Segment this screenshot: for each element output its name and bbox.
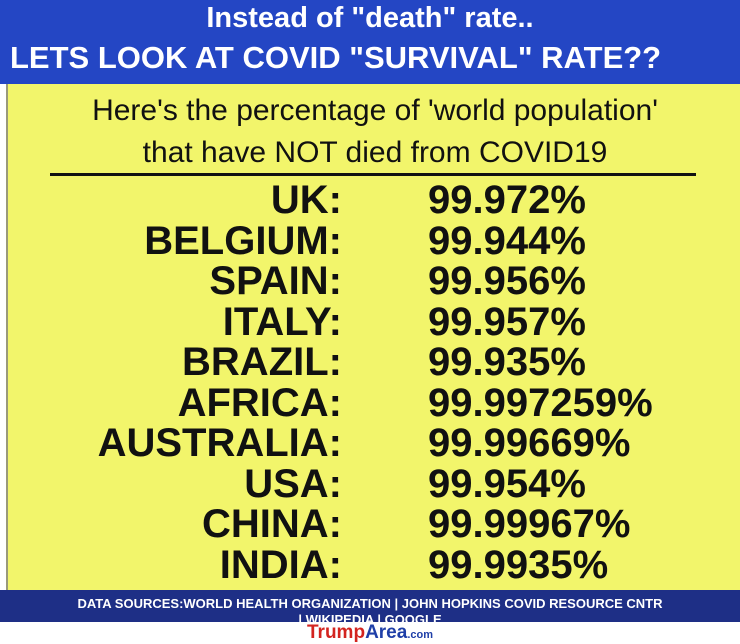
country-label: AFRICA: — [177, 380, 342, 425]
country-label: UK: — [270, 178, 342, 222]
survival-rate: 99.956% — [428, 259, 586, 303]
watermark-part: .com — [407, 629, 433, 641]
country-label: BELGIUM: — [144, 218, 342, 263]
survival-rate: 99.957% — [428, 299, 586, 344]
watermark-part: Area — [365, 622, 408, 643]
watermark-part: Trump — [307, 622, 366, 643]
country-label: ITALY: — [222, 299, 342, 344]
footer-line: DATA SOURCES:WORLD HEALTH ORGANIZATION |… — [77, 596, 663, 611]
country-label: BRAZIL: — [182, 340, 342, 384]
survival-rate: 99.997259% — [428, 380, 653, 425]
subtitle-line: Here's the percentage of 'world populati… — [92, 94, 658, 127]
survival-rate: 99.972% — [428, 178, 586, 222]
footer: DATA SOURCES:WORLD HEALTH ORGANIZATION |… — [0, 590, 740, 622]
survival-rate: 99.935% — [428, 340, 586, 384]
survival-rate: 99.99669% — [428, 421, 631, 465]
header: Instead of "death" rate.. LETS LOOK AT C… — [0, 0, 740, 84]
country-label: USA: — [244, 461, 342, 506]
survival-rate: 99.954% — [428, 461, 586, 506]
footer-line: | WIKIPEDIA | GOOGLE — [298, 612, 442, 622]
panel: Here's the percentage of 'world populati… — [6, 84, 740, 590]
country-label: CHINA: — [202, 502, 342, 546]
underline — [50, 173, 696, 176]
country-label: AUSTRALIA: — [97, 421, 342, 465]
country-label: SPAIN: — [209, 259, 342, 303]
header-line: LETS LOOK AT COVID "SURVIVAL" RATE?? — [10, 40, 662, 75]
country-label: INDIA: — [219, 542, 342, 587]
watermark: TrumpArea.com — [0, 622, 740, 644]
header-line: Instead of "death" rate.. — [206, 2, 534, 34]
survival-rate: 99.944% — [428, 218, 586, 263]
subtitle-line: that have NOT died from COVID19 — [142, 136, 608, 169]
survival-rate: 99.99967% — [428, 502, 631, 546]
survival-rate: 99.9935% — [428, 542, 609, 587]
